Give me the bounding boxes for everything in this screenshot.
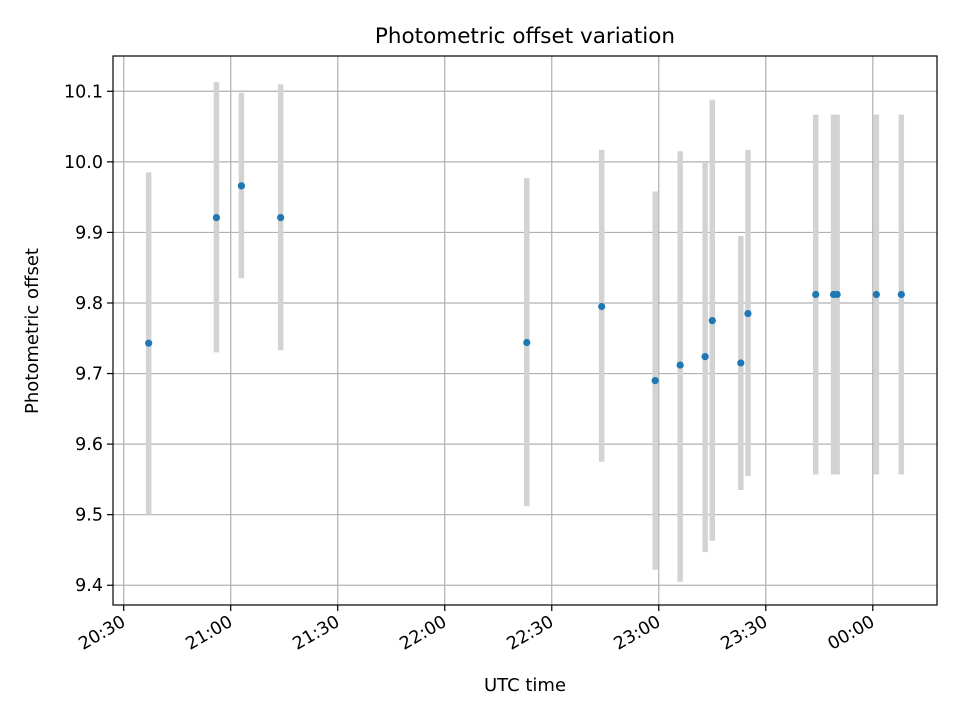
data-point <box>708 317 716 325</box>
plot-area-frame <box>112 55 938 606</box>
data-point <box>737 359 745 367</box>
y-tick-label: 10.0 <box>64 153 103 173</box>
y-tick-label: 9.6 <box>75 435 103 455</box>
y-axis-title: Photometric offset <box>22 248 43 414</box>
data-point <box>676 361 684 369</box>
y-tick-label: 9.8 <box>75 294 103 314</box>
data-point <box>701 353 709 361</box>
data-point <box>145 339 153 347</box>
y-tick-label: 10.1 <box>64 82 103 102</box>
data-point <box>523 338 531 347</box>
y-axis-ticks: 9.4 9.5 9.6 9.7 9.8 9.9 10.0 10.1 <box>64 82 113 596</box>
y-tick-label: 9.7 <box>75 365 103 385</box>
data-point <box>212 213 221 222</box>
y-tick-label: 9.5 <box>75 506 103 526</box>
data-points <box>145 182 905 385</box>
data-point <box>651 377 659 385</box>
data-point <box>897 290 905 299</box>
y-tick-label: 9.4 <box>75 576 103 596</box>
data-point <box>237 182 246 190</box>
data-point <box>833 290 841 299</box>
data-point <box>812 290 820 299</box>
x-axis-title: UTC time <box>484 675 566 696</box>
chart-title: Photometric offset variation <box>375 24 675 49</box>
data-point <box>598 302 606 311</box>
data-point <box>744 309 752 318</box>
data-point <box>872 290 880 299</box>
y-tick-label: 9.9 <box>75 223 103 243</box>
data-point <box>277 213 285 222</box>
